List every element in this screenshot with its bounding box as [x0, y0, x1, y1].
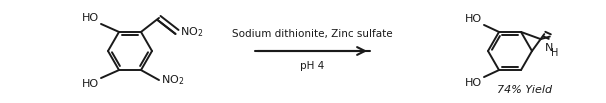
Text: HO: HO [465, 14, 482, 24]
Text: N: N [545, 43, 553, 53]
Text: Sodium dithionite, Zinc sulfate: Sodium dithionite, Zinc sulfate [232, 29, 393, 39]
Text: NO$_2$: NO$_2$ [180, 25, 204, 39]
Text: NO$_2$: NO$_2$ [161, 73, 184, 87]
Text: pH 4: pH 4 [301, 61, 325, 71]
Text: HO: HO [82, 79, 99, 89]
Text: H: H [551, 48, 558, 58]
Text: HO: HO [465, 78, 482, 88]
Text: HO: HO [82, 13, 99, 23]
Text: 74% Yield: 74% Yield [498, 85, 553, 95]
